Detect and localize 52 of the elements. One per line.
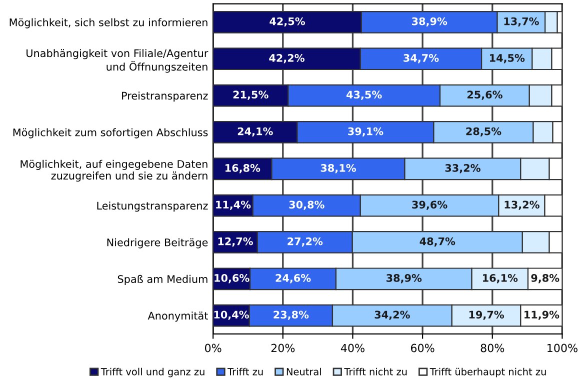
x-tick-label: 100% <box>548 344 578 352</box>
data-label: 34,7% <box>404 54 439 64</box>
y-tick-label: Möglichkeit zum sofortigen Abschluss <box>13 128 208 138</box>
data-label: 24,1% <box>238 127 273 137</box>
data-label: 10,6% <box>214 274 250 284</box>
data-label: 33,2% <box>445 164 480 174</box>
data-label: 13,7% <box>504 17 539 27</box>
data-label: 38,9% <box>412 17 448 27</box>
data-label: 28,5% <box>466 127 502 137</box>
x-tick-label: 0% <box>204 344 222 352</box>
data-label: 27,2% <box>288 237 323 247</box>
y-tick-label: Spaß am Medium <box>118 274 208 286</box>
x-tick-label: 20% <box>271 344 295 352</box>
legend-label: Trifft überhaupt nicht zu <box>430 368 546 378</box>
y-tick-label: Anonymität <box>148 312 208 322</box>
y-tick-label: Möglichkeit, auf eingegebene Daten zuzugreifen und sie zu ändern <box>20 160 208 182</box>
legend-label: Trifft nicht zu <box>344 368 407 376</box>
data-label: 11,4% <box>216 200 251 210</box>
data-label: 24,6% <box>276 274 311 284</box>
data-label: 13,2% <box>504 200 540 210</box>
legend-label: Trifft zu <box>228 368 263 376</box>
data-label: 42,2% <box>269 54 304 64</box>
data-label: 39,1% <box>348 127 384 137</box>
data-label: 12,7% <box>218 237 253 247</box>
y-tick-label: Niedrigere Beiträge <box>107 238 208 248</box>
data-label: 38,9% <box>386 274 422 284</box>
data-label: 42,5% <box>270 17 305 27</box>
data-label: 34,2% <box>374 310 410 320</box>
data-label: 10,4% <box>214 310 249 320</box>
data-label: 23,8% <box>274 310 309 320</box>
data-label: 16,8% <box>226 164 260 174</box>
data-label: 19,7% <box>469 310 504 320</box>
data-label: 9,8% <box>531 274 560 284</box>
legend-label: Trifft voll und ganz zu <box>100 368 204 378</box>
data-label: 16,1% <box>482 274 518 284</box>
data-label: 39,6% <box>412 200 448 210</box>
x-tick-label: 60% <box>410 344 434 352</box>
data-label: 25,6% <box>467 90 502 100</box>
data-label: 30,8% <box>289 200 324 210</box>
data-label: 14,5% <box>490 54 525 64</box>
y-tick-label: Möglichkeit, sich selbst zu informieren <box>10 18 208 28</box>
legend-label: Neutral <box>286 368 321 376</box>
data-label: 11,9% <box>524 310 560 320</box>
x-tick-label: 80% <box>480 344 504 352</box>
y-tick-label: Leistungstransparenz <box>97 202 208 212</box>
y-tick-label: Preistransparenz <box>122 92 208 102</box>
data-label: 21,5% <box>233 90 268 100</box>
y-tick-label: Unabhängigkeit von Filiale/Agentur und Öffnungszeiten <box>26 49 208 73</box>
data-label: 43,5% <box>346 90 382 100</box>
x-tick-label: 40% <box>340 344 364 352</box>
data-label: 48,7% <box>420 237 456 247</box>
data-label: 38,1% <box>320 164 356 174</box>
